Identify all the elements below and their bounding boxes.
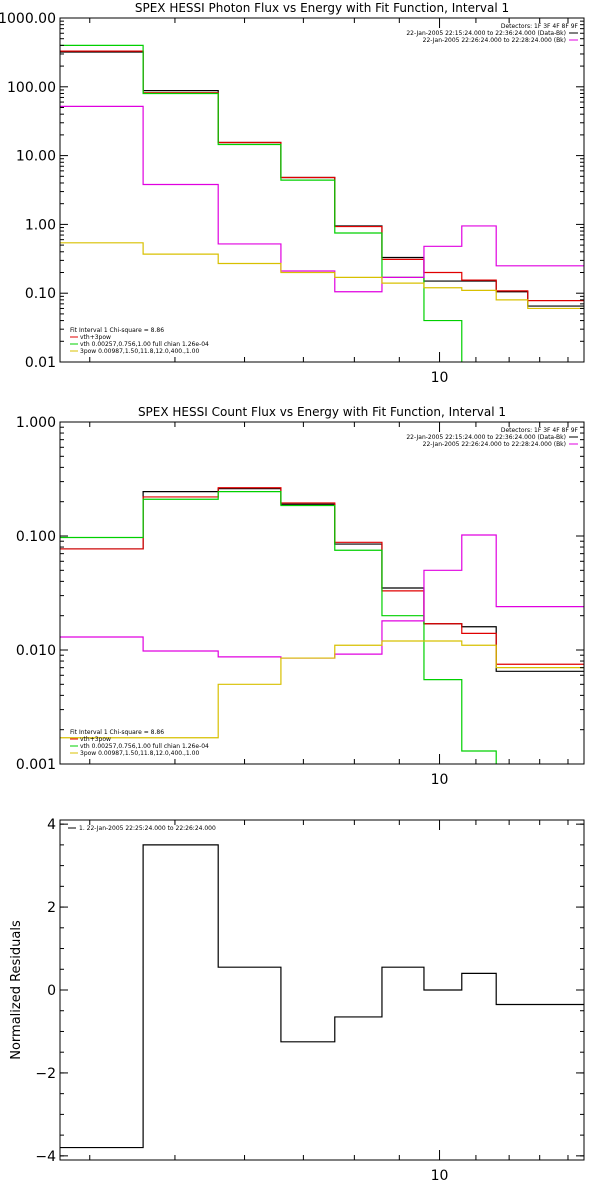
fit-legend-header: Fit Interval 1 Chi-square = 8.86 <box>70 327 164 334</box>
legend-entry: 22-Jan-2005 22:15:24.000 to 22:36:24.000… <box>406 30 566 37</box>
legend-entry: 1. 22-Jan-2005 22:25:24.000 to 22:26:24.… <box>79 825 216 832</box>
legend-header: Detectors: 1F 3F 4F 8F 9F <box>501 427 579 434</box>
series-line-black <box>60 488 584 672</box>
chart-panel-2: SPEX HESSI Count Flux vs Energy with Fit… <box>16 405 585 788</box>
y-tick-label: 1000.00 <box>0 11 56 27</box>
fit-legend-entry: vth 0.00257,0.756,1.00 full chian 1.26e-… <box>80 743 209 750</box>
legend-entry: 22-Jan-2005 22:26:24.000 to 22:28:24.000… <box>423 441 566 448</box>
series-line-magenta <box>60 534 584 659</box>
y-tick-label: 100.00 <box>7 80 56 96</box>
chart-title: SPEX HESSI Count Flux vs Energy with Fit… <box>138 405 506 419</box>
legend-entry: 22-Jan-2005 22:26:24.000 to 22:28:24.000… <box>423 37 566 44</box>
fit-legend-header: Fit Interval 1 Chi-square = 8.86 <box>70 729 164 736</box>
series-line-red <box>60 487 584 665</box>
chart-title: SPEX HESSI Photon Flux vs Energy with Fi… <box>135 1 509 15</box>
legend-header: Detectors: 1F 3F 4F 8F 9F <box>501 23 579 30</box>
y-tick-label: 0.010 <box>16 643 56 659</box>
plot-frame <box>59 17 585 363</box>
series-line-green <box>60 44 463 362</box>
x-tick-label: 10 <box>431 1168 449 1184</box>
y-tick-label: 4 <box>47 817 56 833</box>
series-group <box>60 44 584 362</box>
y-tick-label: 0.10 <box>25 286 56 302</box>
plot-frame <box>59 819 585 1161</box>
series-line-black <box>60 844 584 1149</box>
x-tick-label: 10 <box>431 772 449 788</box>
y-tick-label: 0.001 <box>16 757 56 773</box>
fit-legend-entry: 3pow 0.00987,1.50,11.8,12.0,400.,1.00 <box>80 348 199 355</box>
y-tick-label: 0.100 <box>16 529 56 545</box>
y-tick-label: 0 <box>47 983 56 999</box>
series-line-magenta <box>60 105 584 293</box>
chart-panel-3: Normalized Residuals −4 −2 0 2 4 10 1. 22-Jan-2… <box>9 817 585 1184</box>
x-tick-label: 10 <box>431 370 449 386</box>
series-group <box>60 487 584 764</box>
series-line-yellow <box>60 640 584 739</box>
series-line-black <box>60 51 584 307</box>
fit-legend-entry: vth+3pow <box>80 334 111 341</box>
series-line-yellow <box>60 242 584 310</box>
y-tick-label: 1.00 <box>25 217 56 233</box>
y-tick-label: 10.00 <box>16 149 56 165</box>
y-tick-label: 2 <box>47 900 56 916</box>
series-line-red <box>60 50 584 302</box>
y-tick-label: −4 <box>35 1149 56 1165</box>
fit-legend-entry: vth+3pow <box>80 736 111 743</box>
y-tick-label: −2 <box>35 1066 56 1082</box>
y-axis-label: Normalized Residuals <box>9 920 24 1060</box>
series-group <box>60 844 584 1149</box>
y-tick-label: 1.000 <box>16 415 56 431</box>
chart-panel-1: SPEX HESSI Photon Flux vs Energy with Fi… <box>0 1 585 386</box>
y-tick-label: 0.01 <box>25 355 56 371</box>
legend-entry: 22-Jan-2005 22:15:24.000 to 22:36:24.000… <box>406 434 566 441</box>
fit-legend-entry: 3pow 0.00987,1.50,11.8,12.0,400.,1.00 <box>80 750 199 757</box>
fit-legend-entry: vth 0.00257,0.756,1.00 full chian 1.26e-… <box>80 341 209 348</box>
plot-frame <box>59 421 585 765</box>
